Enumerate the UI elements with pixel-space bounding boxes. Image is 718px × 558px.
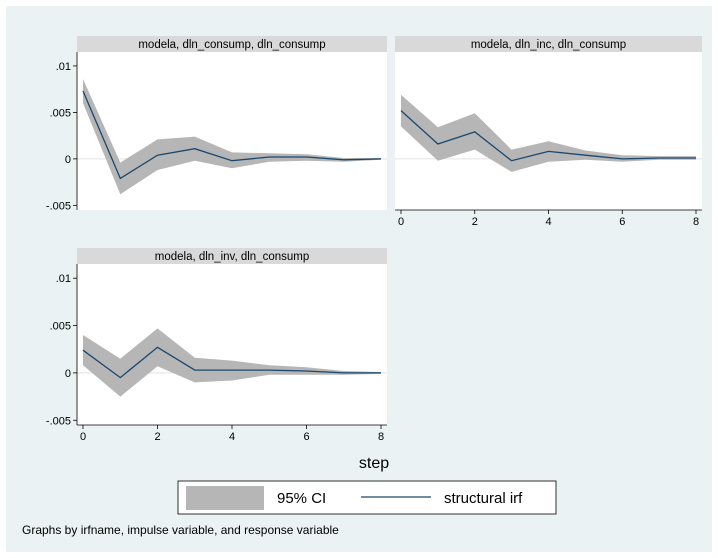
legend-irf-label: structural irf xyxy=(444,490,523,507)
irf-line xyxy=(82,90,382,180)
x-tick-label: 0 xyxy=(398,216,404,228)
panel-title: modela, dln_inv, dln_consump xyxy=(155,251,310,263)
x-tick-label: 6 xyxy=(619,216,625,228)
irf-line xyxy=(82,346,381,379)
panel-title: modela, dln_consump, dln_consump xyxy=(138,39,325,51)
y-tick-label: .01 xyxy=(56,273,71,285)
panels-layer: modela, dln_consump, dln_consump -.005 0 .0… xyxy=(46,36,702,443)
ci-band xyxy=(401,94,696,172)
y-tick-label: 0 xyxy=(65,154,71,166)
x-tick-label: 4 xyxy=(545,216,551,228)
panel-3: modela, dln_inv, dln_consump -.005 0 .005 .0… xyxy=(46,248,387,443)
panel-title: modela, dln_inc, dln_consump xyxy=(471,39,626,51)
y-tick-label: .01 xyxy=(56,61,71,73)
plot-region xyxy=(77,264,387,425)
graph-note: Graphs by irfname, impulse variable, and… xyxy=(22,523,339,537)
x-tick-label: 2 xyxy=(472,216,478,228)
x-tick-label: 0 xyxy=(80,431,86,443)
panel-2: modela, dln_inc, dln_consump 0 2 4 6 8 xyxy=(395,36,702,228)
y-tick-label: -.005 xyxy=(46,200,71,212)
panel-title-bar xyxy=(77,248,387,264)
x-tick-label: 6 xyxy=(303,431,309,443)
legend: 95% CI structural irf xyxy=(177,480,557,515)
ci-band xyxy=(83,79,381,195)
ci-band xyxy=(83,328,381,397)
panel-title-bar xyxy=(77,36,387,52)
y-tick-label: .005 xyxy=(50,107,71,119)
panel-title-bar xyxy=(395,36,702,52)
x-tick-label: 8 xyxy=(693,216,699,228)
panel-1: modela, dln_consump, dln_consump -.005 0 .0… xyxy=(46,36,387,212)
irf-line xyxy=(400,110,696,162)
legend-ci-swatch xyxy=(186,486,264,510)
x-tick-label: 8 xyxy=(378,431,384,443)
x-tick-label: 4 xyxy=(229,431,235,443)
y-tick-label: .005 xyxy=(50,321,71,333)
y-tick-label: -.005 xyxy=(46,415,71,427)
x-tick-label: 2 xyxy=(154,431,160,443)
legend-ci-label: 95% CI xyxy=(277,490,326,507)
y-tick-label: 0 xyxy=(65,368,71,380)
x-axis-label: step xyxy=(359,455,389,472)
